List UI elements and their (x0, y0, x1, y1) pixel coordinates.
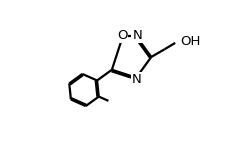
Text: O: O (117, 29, 127, 42)
Text: OH: OH (180, 35, 201, 48)
Text: N: N (133, 29, 142, 42)
Text: N: N (132, 73, 142, 86)
